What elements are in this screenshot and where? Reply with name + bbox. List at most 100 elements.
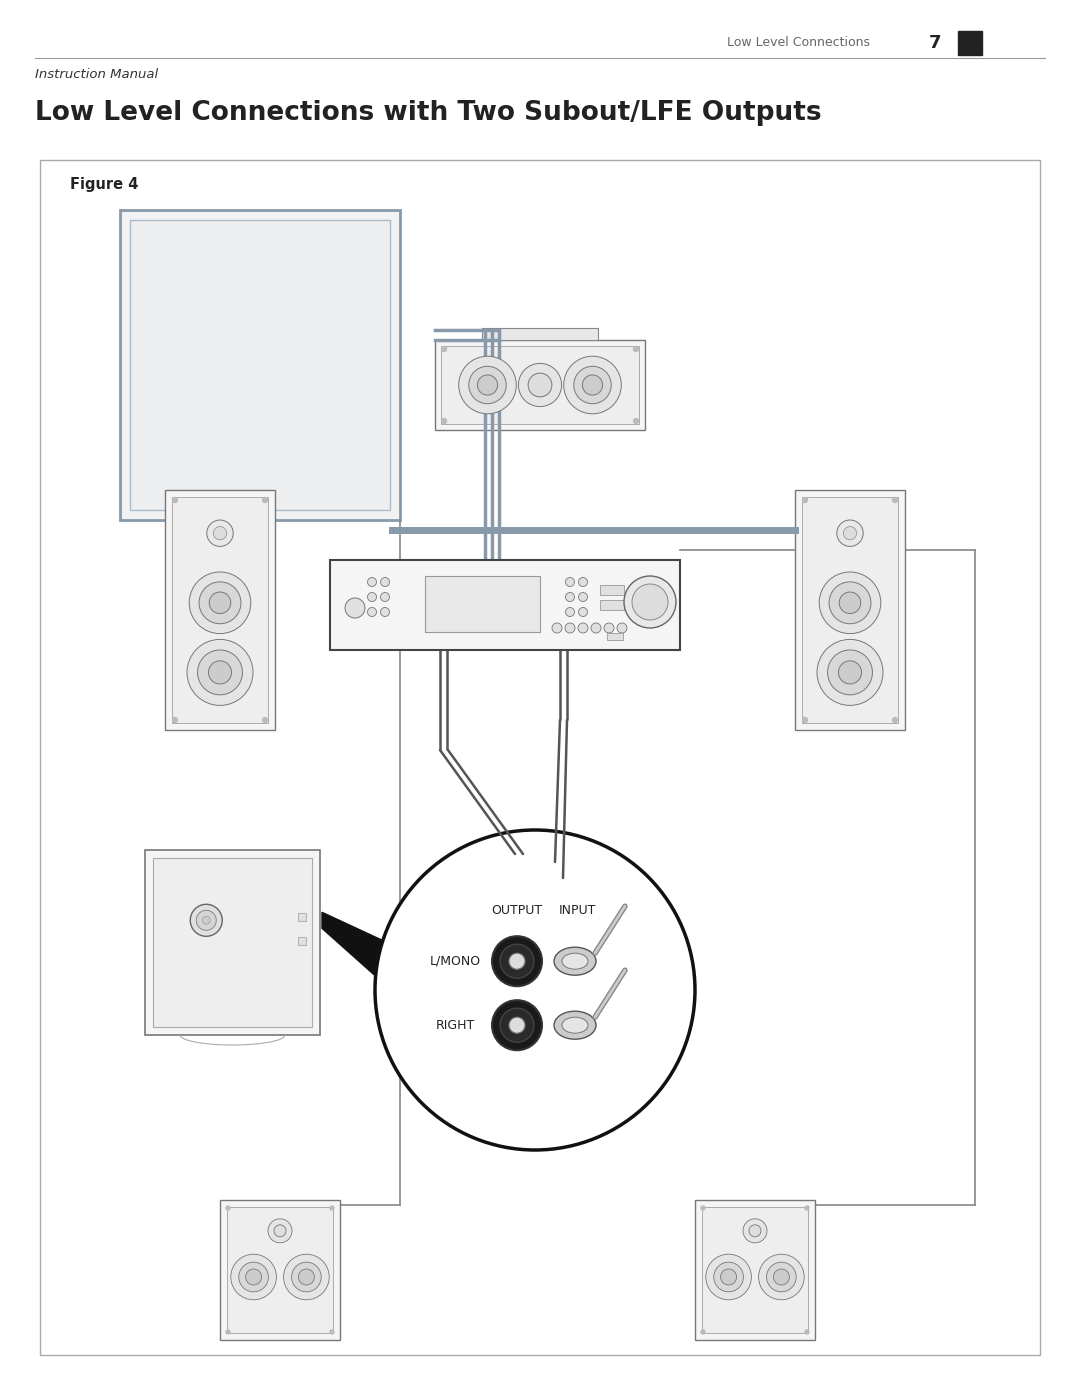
Circle shape: [298, 1268, 314, 1285]
Circle shape: [210, 592, 231, 613]
Circle shape: [632, 584, 669, 620]
Circle shape: [202, 916, 211, 925]
Bar: [145, 849, 320, 1035]
Circle shape: [206, 520, 233, 546]
Ellipse shape: [562, 953, 588, 970]
Circle shape: [827, 650, 873, 694]
Text: 7: 7: [929, 34, 942, 52]
Circle shape: [802, 718, 808, 722]
Bar: [40, 161, 1040, 1355]
Bar: [130, 219, 390, 510]
Circle shape: [573, 366, 611, 404]
Circle shape: [701, 1330, 705, 1334]
Circle shape: [634, 419, 638, 423]
Text: RIGHT: RIGHT: [435, 1018, 474, 1032]
Circle shape: [345, 598, 365, 617]
Text: Figure 4: Figure 4: [70, 177, 138, 193]
Circle shape: [262, 497, 268, 503]
Bar: [795, 490, 905, 731]
Circle shape: [330, 1206, 334, 1210]
Circle shape: [566, 608, 575, 616]
Circle shape: [208, 661, 231, 685]
Circle shape: [816, 640, 883, 705]
Circle shape: [767, 1261, 796, 1292]
Bar: [165, 490, 275, 731]
Circle shape: [604, 623, 615, 633]
Circle shape: [380, 608, 390, 616]
Text: INPUT: INPUT: [558, 904, 596, 916]
Circle shape: [706, 1255, 752, 1299]
Bar: [483, 328, 597, 339]
Circle shape: [330, 1330, 334, 1334]
Bar: [702, 1207, 808, 1333]
Circle shape: [843, 527, 856, 539]
Circle shape: [239, 1261, 269, 1292]
Circle shape: [367, 608, 377, 616]
Circle shape: [189, 571, 251, 634]
Bar: [600, 585, 624, 595]
Bar: [600, 599, 624, 610]
Circle shape: [701, 1206, 705, 1210]
Circle shape: [720, 1268, 737, 1285]
Circle shape: [564, 356, 621, 414]
Bar: [802, 497, 897, 724]
Circle shape: [292, 1261, 321, 1292]
Circle shape: [197, 911, 216, 930]
Circle shape: [820, 571, 881, 634]
Bar: [153, 858, 312, 1027]
Circle shape: [805, 1330, 809, 1334]
Circle shape: [268, 1218, 292, 1243]
Bar: [298, 937, 306, 944]
Circle shape: [245, 1268, 261, 1285]
Circle shape: [214, 527, 227, 539]
Circle shape: [839, 592, 861, 613]
Circle shape: [459, 356, 516, 414]
Circle shape: [591, 623, 600, 633]
Bar: [958, 31, 982, 54]
Circle shape: [634, 346, 638, 352]
Circle shape: [579, 608, 588, 616]
Circle shape: [773, 1268, 789, 1285]
Circle shape: [375, 830, 696, 1150]
Circle shape: [190, 904, 222, 936]
Circle shape: [284, 1255, 329, 1299]
Circle shape: [509, 1017, 525, 1034]
Circle shape: [566, 577, 575, 587]
Circle shape: [187, 640, 253, 705]
Text: Low Level Connections: Low Level Connections: [727, 36, 870, 49]
Circle shape: [892, 718, 897, 722]
Bar: [330, 560, 680, 650]
Ellipse shape: [554, 1011, 596, 1039]
Polygon shape: [322, 912, 424, 1020]
Circle shape: [743, 1218, 767, 1243]
Bar: [298, 912, 306, 921]
Circle shape: [624, 576, 676, 629]
Circle shape: [579, 592, 588, 602]
Circle shape: [367, 592, 377, 602]
Circle shape: [582, 374, 603, 395]
Text: L/MONO: L/MONO: [430, 954, 481, 968]
Circle shape: [500, 944, 534, 978]
Text: OUTPUT: OUTPUT: [491, 904, 542, 916]
Bar: [172, 497, 268, 724]
Ellipse shape: [554, 947, 596, 975]
Circle shape: [492, 1000, 542, 1051]
Circle shape: [274, 1225, 286, 1236]
Bar: [435, 339, 645, 430]
Circle shape: [509, 953, 525, 970]
Circle shape: [837, 520, 863, 546]
Bar: [227, 1207, 333, 1333]
Circle shape: [198, 650, 242, 694]
Circle shape: [226, 1330, 230, 1334]
Circle shape: [199, 583, 241, 623]
Circle shape: [805, 1206, 809, 1210]
Circle shape: [380, 577, 390, 587]
Circle shape: [758, 1255, 805, 1299]
Circle shape: [565, 623, 575, 633]
Circle shape: [829, 583, 870, 623]
Circle shape: [714, 1261, 743, 1292]
Text: Sub Out/LFE: Sub Out/LFE: [360, 583, 449, 598]
Bar: [220, 1200, 340, 1340]
Bar: [607, 633, 623, 640]
Circle shape: [380, 592, 390, 602]
